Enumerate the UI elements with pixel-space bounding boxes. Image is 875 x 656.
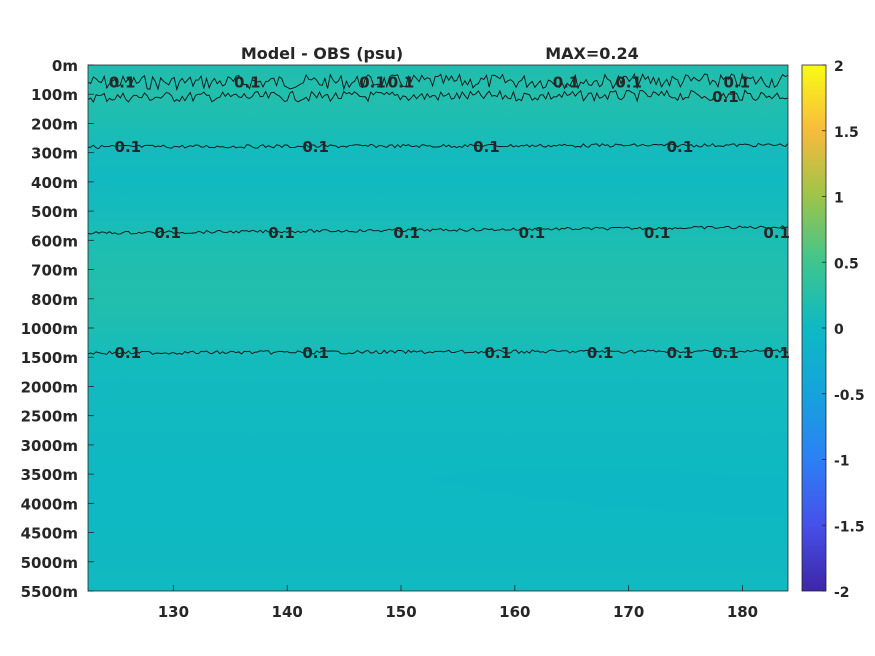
- y-tick-label: 5000m: [21, 554, 78, 572]
- y-tick-label: 0m: [52, 57, 78, 75]
- y-tick-label: 300m: [31, 145, 78, 163]
- max-annotation: MAX=0.24: [545, 44, 639, 63]
- y-tick-label: 2500m: [21, 408, 78, 426]
- x-tick-label: 180: [727, 603, 758, 621]
- contour-label: 0.1: [587, 344, 614, 362]
- contour-label: 0.1: [473, 138, 500, 156]
- x-tick-label: 160: [499, 603, 530, 621]
- y-tick-label: 100m: [31, 86, 78, 104]
- y-tick-label: 700m: [31, 262, 78, 280]
- y-tick-label: 500m: [31, 203, 78, 221]
- contour-label: 0.1: [388, 74, 415, 92]
- contour-label: 0.1: [302, 344, 329, 362]
- y-tick-label: 2000m: [21, 378, 78, 396]
- x-tick-label: 140: [272, 603, 303, 621]
- contour-label: 0.1: [302, 138, 329, 156]
- contour-line: [87, 142, 789, 150]
- colorbar-tick-label: -1.5: [834, 519, 865, 535]
- contour-label: 0.1: [763, 224, 790, 242]
- contour-line: [87, 89, 789, 103]
- contour-label: 0.1: [667, 344, 694, 362]
- y-tick-label: 1000m: [21, 320, 78, 338]
- contour-label: 0.1: [484, 344, 511, 362]
- contour-label: 0.1: [615, 74, 642, 92]
- contour-label: 0.1: [763, 344, 790, 362]
- y-tick-label: 400m: [31, 174, 78, 192]
- contour-label: 0.1: [268, 224, 295, 242]
- contour-label: 0.1: [115, 138, 142, 156]
- colorbar-tick-label: -1: [834, 454, 850, 470]
- x-tick-label: 130: [158, 603, 189, 621]
- y-tick-label: 3500m: [21, 466, 78, 484]
- contour-label: 0.1: [519, 224, 546, 242]
- contour-label: 0.1: [712, 344, 739, 362]
- colorbar-tick-label: -2: [834, 585, 850, 601]
- contour-label: 0.1: [393, 224, 420, 242]
- colorbar-tick-label: -0.5: [834, 388, 865, 404]
- x-tick-label: 150: [385, 603, 416, 621]
- contour-label: 0.1: [234, 74, 261, 92]
- axes-layer: 0m 100m 200m 300m 400m 500m 600m 700m 800m 1000m 1…: [21, 57, 789, 621]
- contour-line: [87, 225, 789, 235]
- contour-label: 0.1: [667, 138, 694, 156]
- contour-label: 0.1: [109, 74, 136, 92]
- y-tick-label: 600m: [31, 232, 78, 250]
- heatmap-feature: [423, 468, 788, 516]
- contour-label: 0.1: [712, 88, 739, 106]
- x-tick-label: 170: [613, 603, 644, 621]
- y-tick-label: 1500m: [21, 349, 78, 367]
- colorbar-tick-label: 0.5: [834, 256, 859, 272]
- y-tick-label: 5500m: [21, 583, 78, 601]
- colorbar-tick-label: 1.5: [834, 125, 859, 141]
- y-tick-label: 3000m: [21, 437, 78, 455]
- contour-line: [87, 349, 789, 355]
- contour-label: 0.1: [115, 344, 142, 362]
- y-tick-label: 4500m: [21, 525, 78, 543]
- y-tick-label: 200m: [31, 115, 78, 133]
- contour-line: [87, 72, 789, 92]
- y-tick-label: 800m: [31, 291, 78, 309]
- plot-area: [88, 65, 788, 591]
- contour-label: 0.1: [644, 224, 671, 242]
- contour-label: 0.1: [154, 224, 181, 242]
- colorbar-tick-label: 1: [834, 191, 844, 207]
- colorbar-tick-label: 2: [834, 59, 844, 75]
- colorbar: 2 1.5 1 0.5 0 -0.5 -1 -1.5 -2: [801, 59, 865, 601]
- contour-label: 0.1: [553, 74, 580, 92]
- chart-title: Model - OBS (psu): [241, 44, 403, 63]
- colorbar-tick-label: 0: [834, 322, 844, 338]
- contour-label: 0.1: [723, 74, 750, 92]
- contour-label: 0.1: [359, 74, 386, 92]
- y-tick-label: 4000m: [21, 495, 78, 513]
- contour-layer: 0.1 0.1 0.1 0.1 0.1 0.1 0.1 0.1 0.1 0.1 0.1 0.1 0.1 0…: [87, 72, 790, 362]
